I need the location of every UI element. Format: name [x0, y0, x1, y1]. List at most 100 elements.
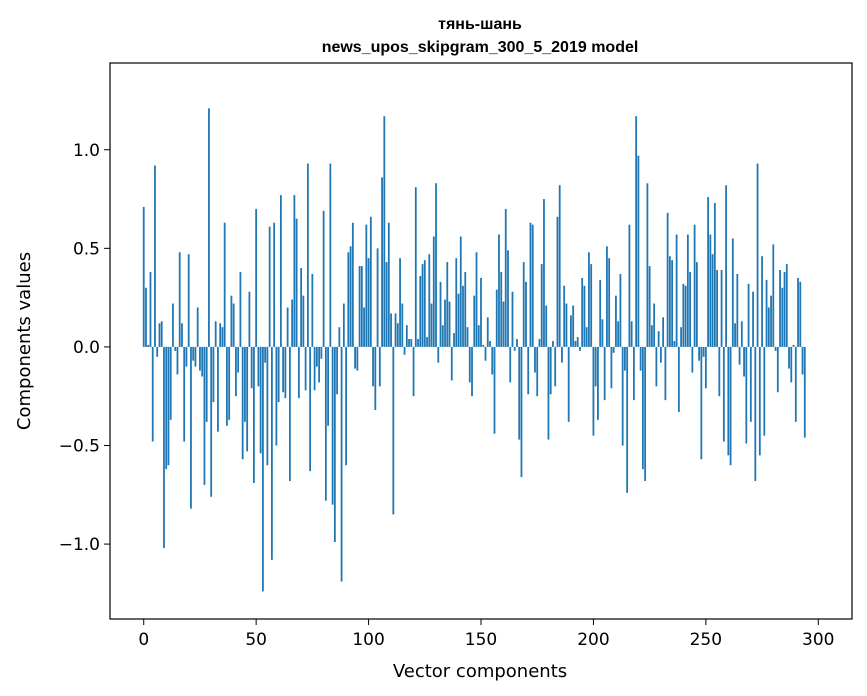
- bar: [264, 346, 267, 363]
- bar: [430, 303, 433, 347]
- bar: [617, 321, 620, 347]
- bar: [358, 266, 361, 347]
- bar: [244, 346, 246, 422]
- bar: [268, 226, 271, 347]
- y-axis-label: Components values: [14, 252, 35, 430]
- bar: [453, 333, 455, 347]
- bar: [637, 155, 640, 347]
- bar: [235, 346, 237, 397]
- bar: [444, 299, 446, 347]
- bar: [423, 260, 426, 347]
- bar: [650, 325, 653, 347]
- x-tick-label: 50: [245, 630, 267, 650]
- bar: [639, 346, 642, 371]
- bar: [147, 344, 150, 347]
- bar: [747, 283, 750, 347]
- bar: [324, 346, 327, 501]
- bar: [291, 299, 294, 347]
- bar: [628, 224, 631, 347]
- bar: [520, 346, 523, 478]
- bar: [435, 183, 437, 347]
- bar: [691, 346, 694, 373]
- bar: [241, 346, 244, 460]
- bar: [183, 346, 186, 442]
- bar: [673, 341, 676, 347]
- bar: [190, 346, 192, 509]
- bar: [491, 346, 494, 375]
- bar: [196, 307, 199, 347]
- bar: [311, 273, 314, 347]
- bar: [354, 346, 356, 369]
- bar: [471, 346, 473, 397]
- bar: [581, 277, 584, 347]
- bar: [349, 246, 352, 347]
- bar: [765, 279, 768, 347]
- bar: [509, 346, 512, 383]
- bar: [473, 295, 476, 347]
- bar: [437, 346, 440, 363]
- bar: [167, 346, 170, 466]
- bar: [516, 339, 518, 347]
- bar: [655, 346, 658, 387]
- bar: [149, 271, 152, 347]
- bar: [740, 321, 743, 347]
- bar: [743, 346, 745, 377]
- bar: [583, 285, 586, 347]
- bar: [414, 187, 417, 347]
- bar: [664, 346, 667, 401]
- bar: [722, 346, 725, 442]
- bar: [277, 346, 280, 403]
- bar: [403, 346, 406, 355]
- bar: [597, 346, 599, 420]
- x-tick-label: 100: [352, 630, 384, 650]
- bar: [606, 246, 608, 347]
- bar: [648, 266, 651, 347]
- bar: [309, 346, 312, 472]
- bar: [677, 346, 680, 412]
- bar: [441, 325, 444, 347]
- bar: [174, 346, 177, 351]
- plot-frame: [109, 62, 853, 620]
- bar: [619, 273, 622, 347]
- bar: [745, 346, 748, 444]
- bar: [799, 281, 802, 347]
- bar: [300, 268, 303, 347]
- bar: [525, 281, 527, 347]
- bar: [570, 315, 572, 347]
- bar: [230, 295, 233, 347]
- bar: [588, 252, 590, 347]
- bar: [248, 291, 251, 347]
- bar: [345, 346, 347, 466]
- bar: [172, 303, 174, 347]
- bar: [682, 283, 685, 347]
- bar: [158, 323, 161, 347]
- bar: [284, 346, 287, 399]
- bar: [621, 346, 624, 446]
- y-tick-label: 1.0: [73, 141, 100, 161]
- bar: [590, 264, 593, 347]
- bar: [668, 256, 671, 347]
- bar: [304, 346, 307, 391]
- bar: [302, 295, 305, 347]
- bar: [585, 327, 588, 347]
- bar: [511, 291, 514, 347]
- bar: [363, 307, 365, 347]
- bar: [221, 327, 224, 347]
- bar: [187, 254, 190, 347]
- bar: [500, 271, 503, 347]
- bar: [675, 234, 678, 347]
- bar: [752, 291, 754, 347]
- bar: [767, 307, 770, 347]
- bar: [713, 202, 716, 347]
- bar: [169, 346, 172, 420]
- bar: [486, 317, 489, 347]
- bar: [754, 346, 757, 481]
- bar: [572, 305, 575, 347]
- bar: [448, 301, 451, 347]
- bar: [154, 165, 156, 347]
- bar: [495, 289, 498, 347]
- bar: [513, 346, 516, 351]
- bar: [401, 303, 404, 347]
- bar: [432, 236, 435, 347]
